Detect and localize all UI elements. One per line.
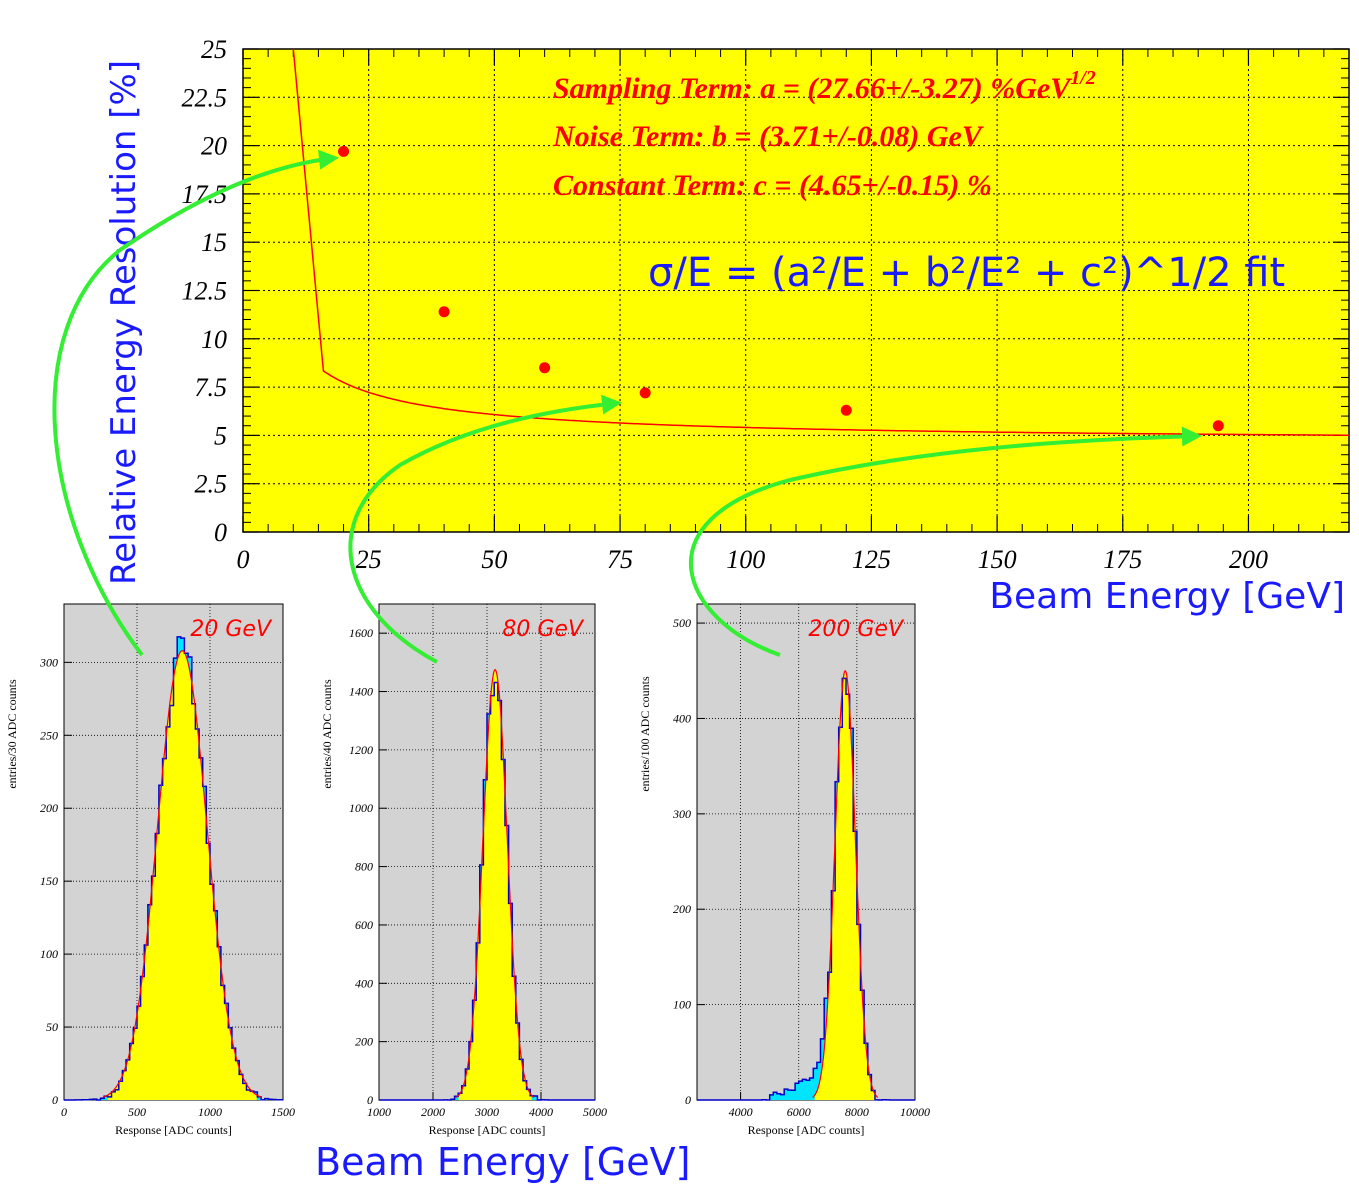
x-tick-label: 0 bbox=[61, 1105, 67, 1119]
resolution-ticks bbox=[242, 48, 1349, 533]
x-tick-label: 1000 bbox=[367, 1105, 391, 1119]
y-tick-label: 1200 bbox=[349, 743, 373, 757]
histogram-y-label: entries/100 ADC counts bbox=[638, 676, 652, 792]
x-tick-label: 4000 bbox=[529, 1105, 553, 1119]
histogram-x-label: Response [ADC counts] bbox=[115, 1123, 232, 1137]
resolution-fit-curve bbox=[292, 48, 1349, 436]
sampling-term: Sampling Term: a = (27.66+/-3.27) %GeV1/… bbox=[553, 67, 1096, 105]
histogram-line bbox=[697, 677, 915, 1101]
x-tick-label: 4000 bbox=[729, 1105, 753, 1119]
constant-term: Constant Term: c = (4.65+/-0.15) % bbox=[553, 169, 992, 202]
y-tick-label: 1400 bbox=[349, 685, 373, 699]
x-tick-label: 125 bbox=[852, 545, 891, 574]
y-tick-label: 250 bbox=[40, 728, 58, 742]
y-tick-label: 400 bbox=[355, 976, 373, 990]
noise-term: Noise Term: b = (3.71+/-0.08) GeV bbox=[552, 120, 985, 153]
histogram-fit-curve bbox=[102, 650, 262, 1098]
y-tick-label: 300 bbox=[39, 655, 58, 669]
x-tick-label: 25 bbox=[356, 545, 382, 574]
histogram-y-label: entries/30 ADC counts bbox=[5, 679, 19, 789]
y-tick-label: 1000 bbox=[349, 801, 373, 815]
histogram-title: 80 GeV bbox=[502, 617, 585, 642]
data-point bbox=[539, 362, 551, 374]
y-tick-label: 600 bbox=[355, 918, 373, 932]
y-tick-label: 200 bbox=[355, 1035, 373, 1049]
histogram-x-label: Response [ADC counts] bbox=[748, 1123, 865, 1137]
data-point bbox=[338, 145, 350, 157]
histogram-title: 20 GeV bbox=[190, 617, 273, 642]
x-tick-label: 5000 bbox=[583, 1105, 607, 1119]
resolution-points bbox=[338, 145, 1224, 432]
y-tick-label: 10 bbox=[201, 325, 227, 354]
histogram-200gev: 4000 6000 8000 10000 0 100 200 300 400 500 200 GeV… bbox=[638, 603, 930, 1137]
resolution-x-tick-labels: 0 25 50 75 100 125 150 175 200 bbox=[237, 545, 1268, 574]
y-tick-label: 1600 bbox=[349, 626, 373, 640]
data-point bbox=[639, 387, 651, 399]
y-tick-label: 2.5 bbox=[195, 470, 228, 499]
histogram-x-label: Response [ADC counts] bbox=[429, 1123, 546, 1137]
data-point bbox=[1212, 420, 1224, 432]
data-point bbox=[840, 404, 852, 416]
x-tick-label: 1500 bbox=[271, 1105, 295, 1119]
y-tick-label: 800 bbox=[355, 860, 373, 874]
y-tick-label: 300 bbox=[672, 807, 691, 821]
x-tick-label: 8000 bbox=[845, 1105, 869, 1119]
y-tick-label: 500 bbox=[673, 616, 691, 630]
y-tick-label: 400 bbox=[673, 711, 691, 725]
y-tick-label: 100 bbox=[673, 998, 691, 1012]
arrow-200gev bbox=[689, 426, 1202, 657]
histogram-frame bbox=[696, 603, 916, 1101]
histogram-y-label: entries/40 ADC counts bbox=[320, 679, 334, 789]
x-tick-label: 3000 bbox=[474, 1105, 499, 1119]
fit-region-fill bbox=[814, 670, 876, 1100]
y-tick-label: 50 bbox=[46, 1020, 58, 1034]
y-tick-label: 15 bbox=[201, 228, 227, 257]
x-tick-label: 6000 bbox=[787, 1105, 811, 1119]
x-tick-label: 500 bbox=[128, 1105, 146, 1119]
x-tick-label: 1000 bbox=[198, 1105, 222, 1119]
y-tick-label: 200 bbox=[40, 801, 58, 815]
bottom-x-axis-label: Beam Energy [GeV] bbox=[315, 1140, 690, 1184]
fit-region-fill bbox=[107, 650, 257, 1100]
y-tick-label: 17.5 bbox=[182, 180, 228, 209]
y-tick-label: 0 bbox=[367, 1093, 373, 1107]
histogram-20gev: 0 500 1000 1500 0 50 100 150 200 250 300 20 GeV Resp… bbox=[5, 603, 295, 1137]
y-tick-label: 7.5 bbox=[195, 373, 228, 402]
x-tick-label: 100 bbox=[726, 545, 765, 574]
arrow-80gev bbox=[348, 394, 622, 664]
y-tick-label: 200 bbox=[673, 902, 691, 916]
histogram-title: 200 GeV bbox=[808, 617, 905, 642]
y-tick-label: 20 bbox=[201, 132, 227, 161]
histogram-fit-curve bbox=[455, 668, 535, 1098]
x-tick-label: 200 bbox=[1229, 545, 1268, 574]
y-tick-label: 0 bbox=[52, 1093, 58, 1107]
x-tick-label: 75 bbox=[607, 545, 633, 574]
x-tick-label: 0 bbox=[237, 545, 250, 574]
histogram-fit-curve bbox=[812, 669, 879, 1098]
resolution-y-axis-label: Relative Energy Resolution [%] bbox=[104, 60, 144, 585]
arrow-20gev bbox=[52, 149, 339, 657]
resolution-y-tick-labels: 0 2.5 5 7.5 10 12.5 15 17.5 20 22.5 25 bbox=[182, 35, 228, 547]
x-tick-label: 175 bbox=[1103, 545, 1142, 574]
resolution-x-axis-label: Beam Energy [GeV] bbox=[989, 576, 1345, 617]
data-point bbox=[438, 306, 450, 318]
y-tick-label: 0 bbox=[685, 1093, 691, 1107]
y-tick-label: 0 bbox=[214, 518, 227, 547]
y-tick-label: 22.5 bbox=[182, 83, 228, 112]
fit-formula: σ/E = (a²/E + b²/E² + c²)^1/2 fit bbox=[648, 250, 1285, 296]
y-tick-label: 25 bbox=[201, 35, 227, 64]
y-tick-label: 100 bbox=[40, 947, 58, 961]
y-tick-label: 150 bbox=[40, 874, 58, 888]
y-tick-label: 5 bbox=[214, 421, 227, 450]
connector-arrows bbox=[52, 149, 1202, 664]
x-tick-label: 150 bbox=[978, 545, 1017, 574]
x-tick-label: 50 bbox=[481, 545, 507, 574]
resolution-plot: 0 2.5 5 7.5 10 12.5 15 17.5 20 22.5 25 0 25 50 75 100 1… bbox=[104, 35, 1350, 617]
x-tick-label: 10000 bbox=[900, 1105, 930, 1119]
histogram-80gev: 1000 2000 3000 4000 5000 0 200 400 600 800 1000 120… bbox=[320, 603, 607, 1137]
y-tick-label: 12.5 bbox=[182, 277, 228, 306]
x-tick-label: 2000 bbox=[421, 1105, 445, 1119]
